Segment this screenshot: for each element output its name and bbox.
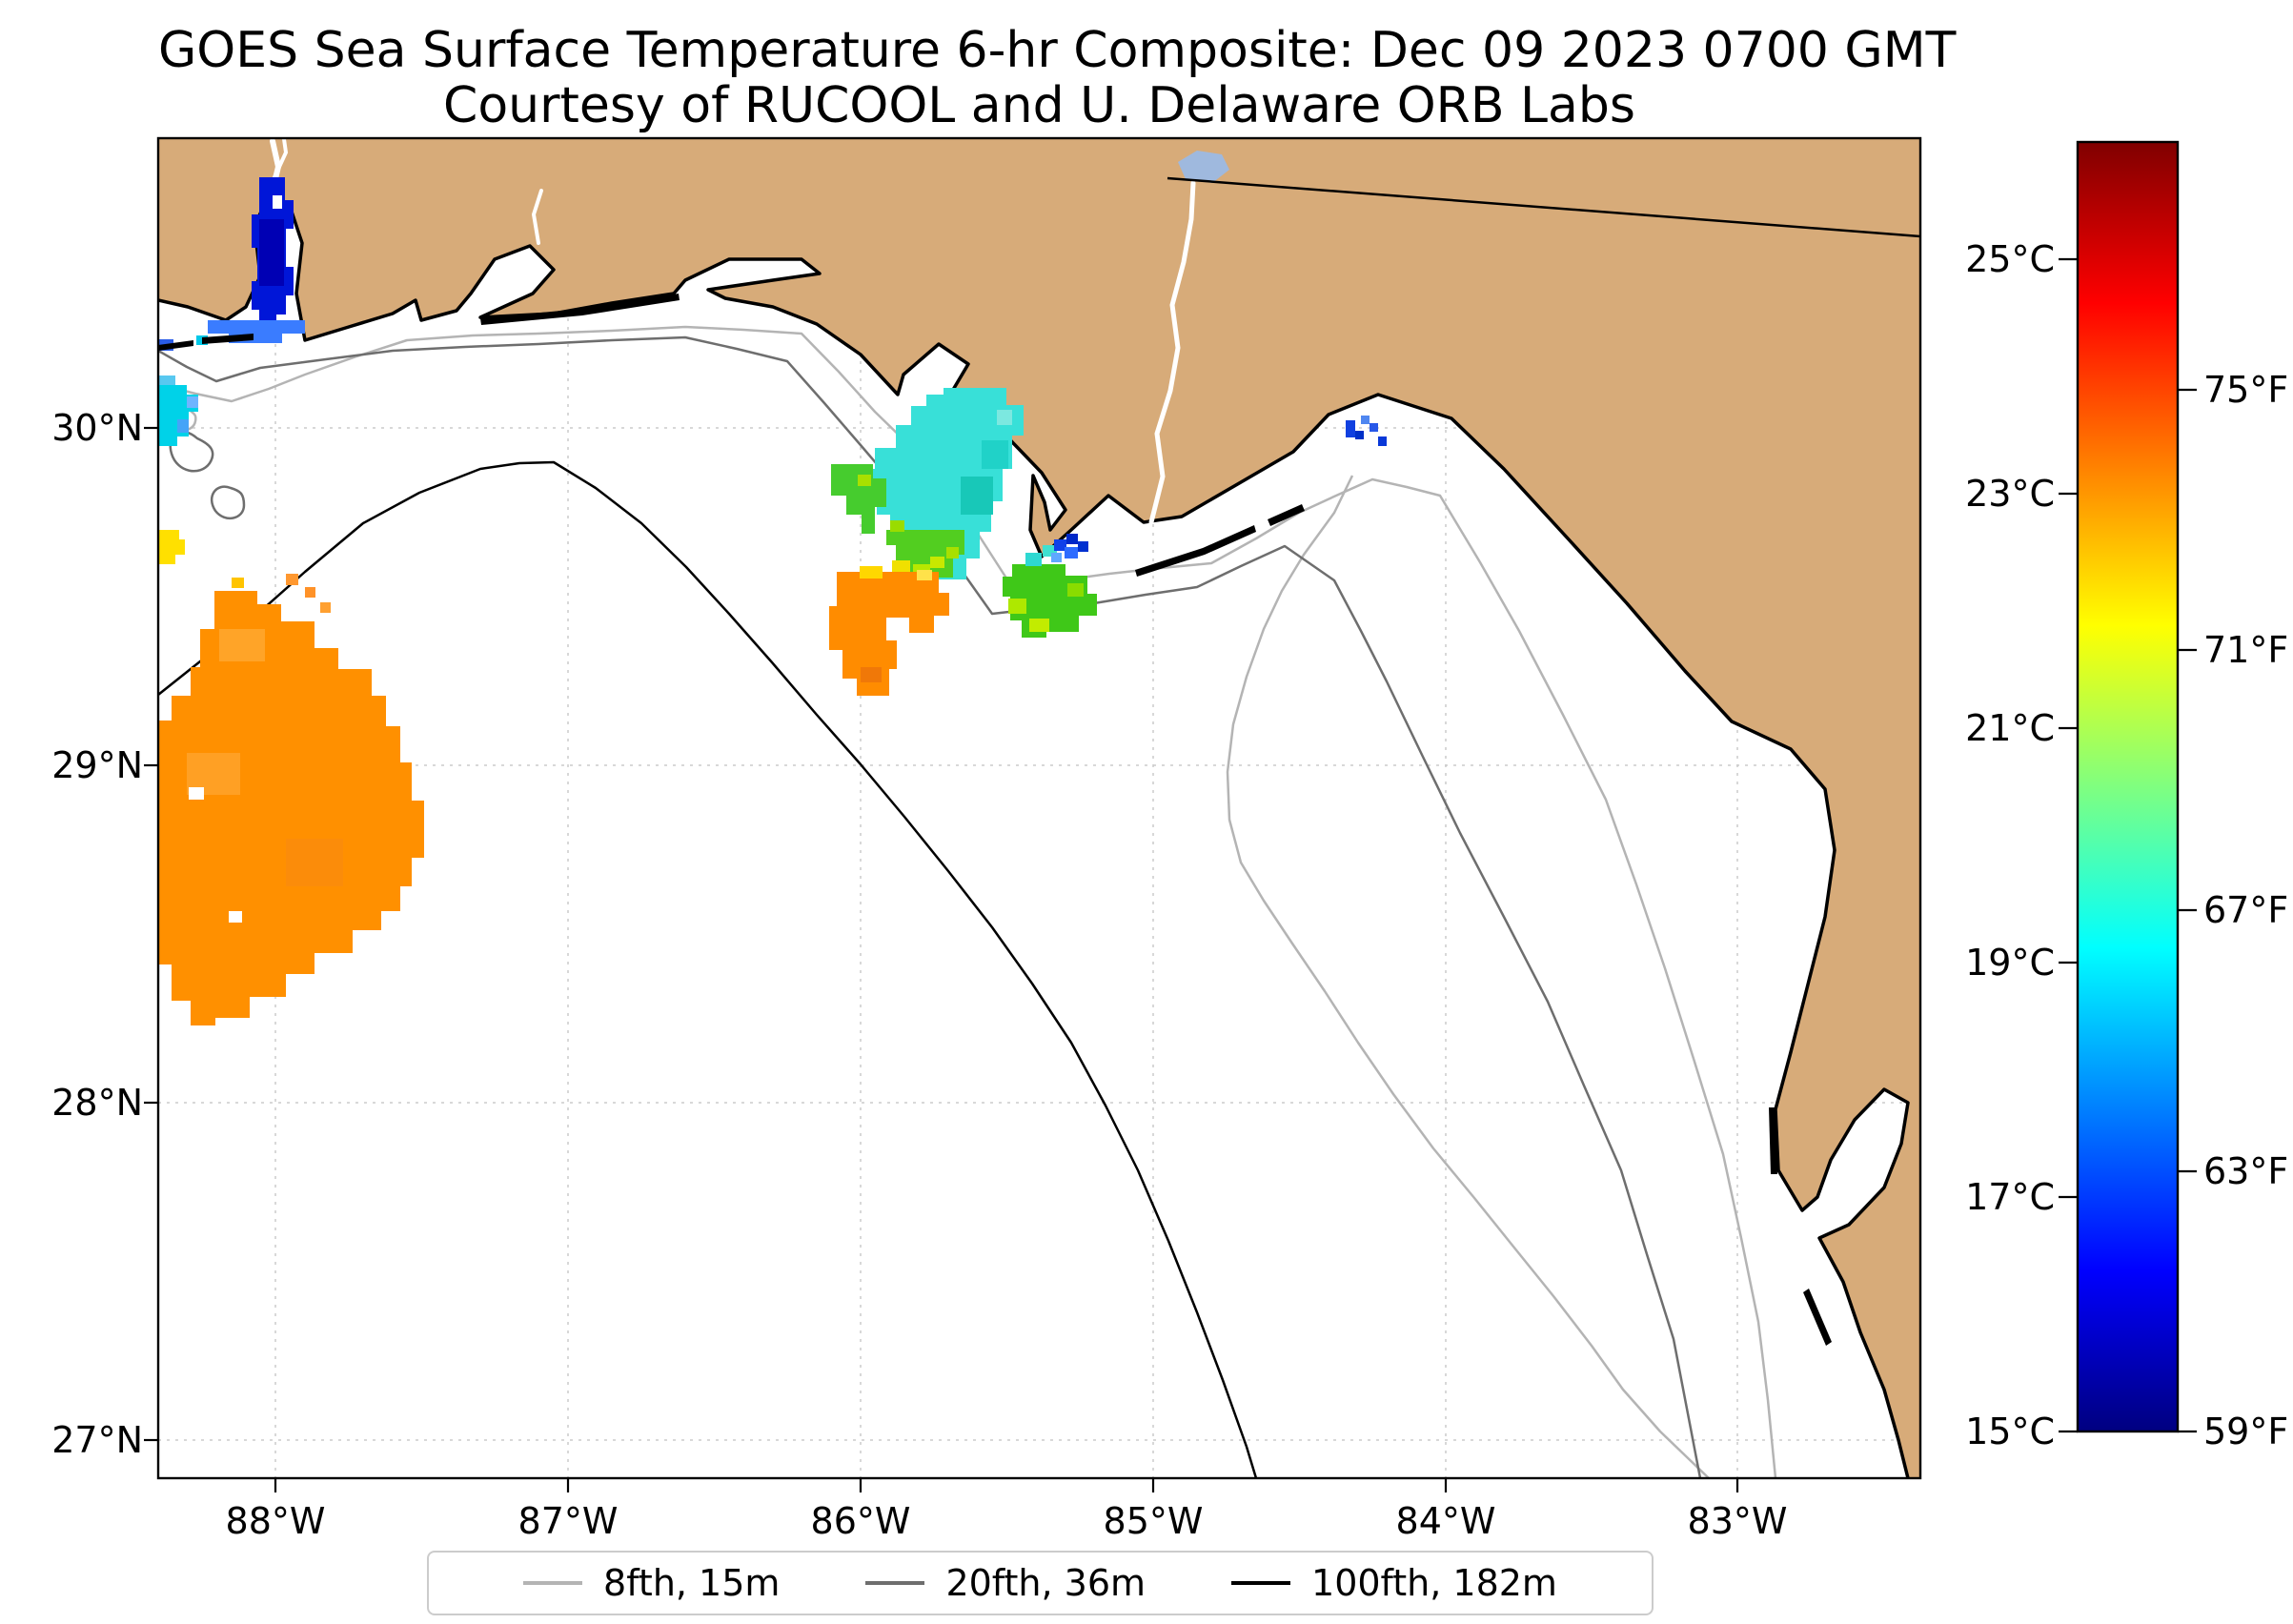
legend-item-8fth: 8fth, 15m: [523, 1562, 780, 1604]
legend-label-100fth: 100fth, 182m: [1311, 1562, 1557, 1604]
figure-title: GOES Sea Surface Temperature 6-hr Compos…: [158, 22, 1957, 79]
land: [158, 138, 1920, 1478]
cbar-tick-75f: 75°F: [2203, 369, 2289, 411]
legend-item-100fth: 100fth, 182m: [1231, 1562, 1557, 1604]
colorbar-ticks-celsius: [2059, 257, 2078, 1433]
sst-patch-left-cyan: [158, 376, 198, 446]
legend-line-8fth-swatch: [523, 1581, 583, 1585]
colorbar-gradient: [2076, 140, 2180, 1433]
cbar-tick-15c: 15°C: [1965, 1411, 2055, 1452]
x-tick-83w: 83°W: [1687, 1500, 1788, 1542]
cbar-tick-23c: 23°C: [1965, 473, 2055, 515]
sst-patch-left-yellow: [158, 530, 185, 564]
sst-patch-apalachee-specks: [1346, 416, 1387, 446]
figure-subtitle: Courtesy of RUCOOL and U. Delaware ORB L…: [443, 77, 1635, 134]
colorbar-ticks-fahrenheit: [2178, 388, 2197, 1433]
sst-patch-southwest-orange: [158, 574, 424, 1025]
apalachicola-river: [1148, 180, 1196, 525]
cbar-tick-63f: 63°F: [2203, 1150, 2289, 1192]
legend-line-100fth-swatch: [1231, 1581, 1291, 1585]
legend-label-8fth: 8fth, 15m: [603, 1562, 781, 1604]
y-tick-28n: 28°N: [51, 1082, 143, 1124]
y-axis-ticks: [144, 426, 158, 1442]
plot-frame: [156, 136, 1922, 1480]
cbar-tick-21c: 21°C: [1965, 707, 2055, 749]
cbar-tick-19c: 19°C: [1965, 942, 2055, 984]
legend-label-20fth: 20fth, 36m: [945, 1562, 1146, 1604]
cbar-tick-67f: 67°F: [2203, 889, 2289, 931]
legend-line-20fth-swatch: [865, 1581, 925, 1585]
x-tick-87w: 87°W: [517, 1500, 619, 1542]
x-tick-84w: 84°W: [1395, 1500, 1496, 1542]
x-tick-86w: 86°W: [810, 1500, 911, 1542]
cbar-tick-17c: 17°C: [1965, 1176, 2055, 1218]
sst-patch-cape-san-blas-green: [1003, 534, 1097, 638]
cbar-tick-25c: 25°C: [1965, 238, 2055, 280]
sst-patch-center-orange: [829, 547, 959, 696]
coastline: [158, 193, 1910, 1478]
cbar-tick-59f: 59°F: [2203, 1411, 2289, 1452]
lake-seminole: [1178, 151, 1229, 183]
state-border-line: [1167, 176, 1920, 238]
y-tick-30n: 30°N: [51, 407, 143, 449]
x-axis-ticks: [274, 1478, 1739, 1492]
x-tick-88w: 88°W: [225, 1500, 326, 1542]
y-tick-29n: 29°N: [51, 744, 143, 786]
y-tick-27n: 27°N: [51, 1419, 143, 1461]
contour-100fth-182m: [158, 460, 1258, 1478]
cbar-tick-71f: 71°F: [2203, 629, 2289, 671]
legend: 8fth, 15m 20fth, 36m 100fth, 182m: [427, 1551, 1654, 1615]
colorbar: [2059, 140, 2197, 1433]
barrier-islands: [158, 294, 1832, 1346]
legend-item-20fth: 20fth, 36m: [865, 1562, 1146, 1604]
sst-patches: [158, 177, 1387, 1025]
x-tick-85w: 85°W: [1103, 1500, 1204, 1542]
sst-patch-panama-city: [831, 388, 1024, 579]
